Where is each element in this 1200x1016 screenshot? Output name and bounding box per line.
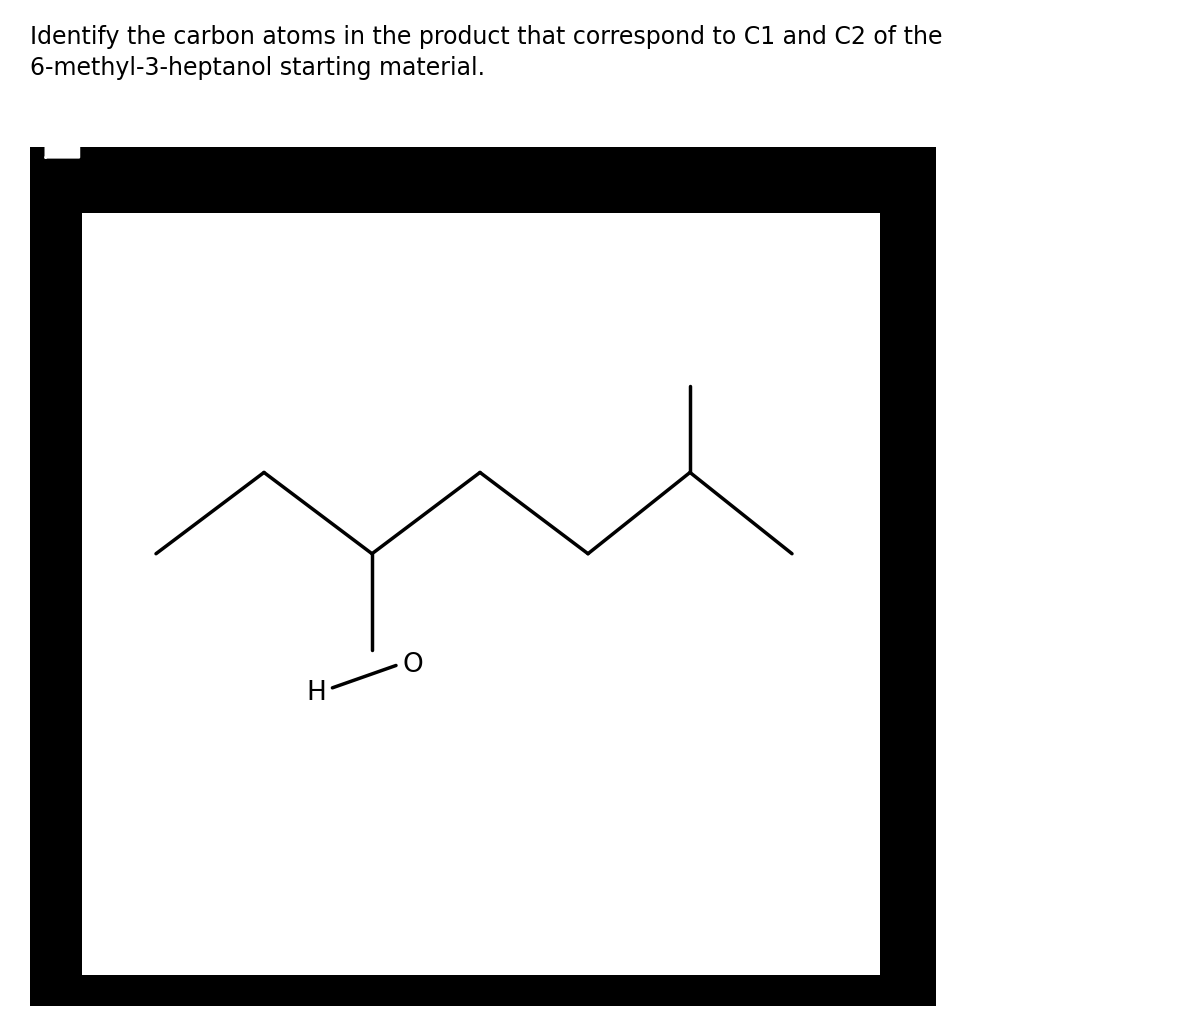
Text: 6-methyl-3-heptanol starting material.: 6-methyl-3-heptanol starting material. bbox=[30, 56, 485, 80]
Text: Identify the carbon atoms in the product that correspond to C1 and C2 of the: Identify the carbon atoms in the product… bbox=[30, 25, 942, 50]
Text: O: O bbox=[402, 652, 422, 679]
FancyBboxPatch shape bbox=[82, 213, 880, 975]
Text: H: H bbox=[306, 680, 326, 706]
Polygon shape bbox=[46, 117, 79, 157]
FancyBboxPatch shape bbox=[30, 147, 936, 1006]
